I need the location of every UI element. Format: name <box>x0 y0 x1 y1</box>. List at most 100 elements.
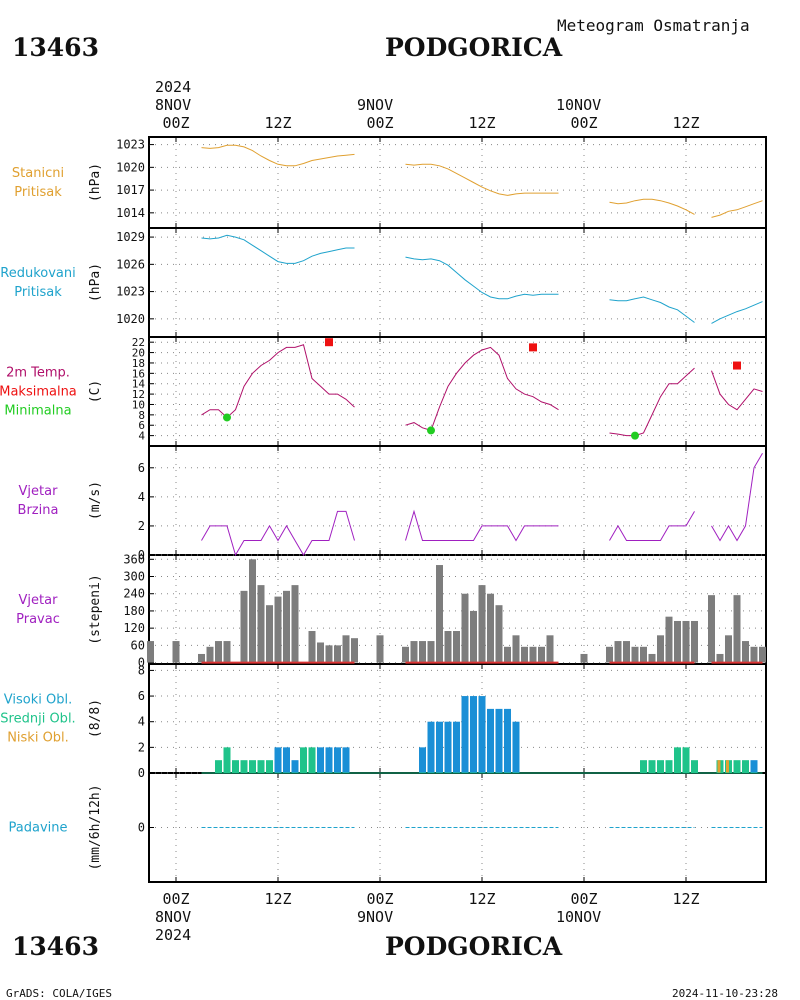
y-axis-label: (hPa) <box>88 163 103 202</box>
y-tick-label: 20 <box>132 347 145 360</box>
y-tick-label: 1023 <box>116 285 145 299</box>
panel-label: Stanicni <box>12 166 64 181</box>
panel-label: Visoki Obl. <box>4 693 72 708</box>
panel-frames <box>148 136 767 883</box>
series-line-wind_speed <box>609 511 695 541</box>
cloud-mid-bar <box>682 747 690 773</box>
wind-direction-bar <box>487 593 494 663</box>
tmax-marker <box>529 343 537 352</box>
cloud-high-bar <box>419 747 426 773</box>
y-tick-label: 1029 <box>116 230 145 244</box>
cloud-mid-bar <box>223 747 231 773</box>
wind-direction-bar <box>495 605 503 663</box>
cloud-mid-bar <box>232 760 239 773</box>
wind-direction-bar <box>198 653 205 663</box>
wind-direction-bar <box>742 641 749 663</box>
y-tick-label: 0 <box>138 821 145 835</box>
cloud-mid-bar <box>733 760 741 773</box>
panel-label: Pritisak <box>14 185 62 200</box>
wind-direction-bar <box>580 653 588 663</box>
date-top-3: 10NOV <box>556 96 601 114</box>
cloud-low-bar <box>726 760 729 773</box>
wind-direction-bar <box>223 641 231 663</box>
wind-direction-bar <box>317 642 324 663</box>
cloud-mid-bar <box>657 760 664 773</box>
panel-label: Minimalna <box>4 404 71 419</box>
series-line-reduced_pressure <box>711 301 763 324</box>
y-tick-label: 2 <box>138 740 145 754</box>
panel-frame-reduced_pressure <box>148 227 767 338</box>
wind-direction-bar <box>147 641 154 663</box>
x-tick-label-top: 12Z <box>468 114 495 132</box>
wind-direction-bar <box>674 620 681 663</box>
panel-frame-temperature <box>148 336 767 447</box>
panel-label: 2m Temp. <box>6 366 70 381</box>
wind-direction-bar <box>427 641 435 663</box>
tmax-marker <box>733 361 741 370</box>
wind-direction-bar <box>453 631 460 663</box>
year-bottom: 2024 <box>155 926 191 944</box>
wind-direction-bar <box>240 590 248 663</box>
panel-label: Pritisak <box>14 285 62 300</box>
wind-direction-bar <box>436 565 443 663</box>
x-tick-label-bottom: 00Z <box>570 890 597 908</box>
cloud-mid-bar <box>300 747 307 773</box>
wind-direction-bar <box>410 641 418 663</box>
panel-label: Maksimalna <box>0 385 77 400</box>
series-line-temperature <box>405 346 559 432</box>
y-tick-label: 0 <box>138 548 145 562</box>
wind-direction-bar <box>206 646 214 663</box>
cloud-high-bar <box>495 708 503 773</box>
wind-direction-bar <box>402 646 409 663</box>
y-axis-label: (stepeni) <box>88 574 103 644</box>
credit-text: GrADS: COLA/IGES <box>6 987 112 1000</box>
cloud-mid-bar <box>240 760 248 773</box>
y-tick-label: 300 <box>123 570 145 584</box>
y-tick-label: 0 <box>138 766 145 780</box>
wind-direction-bar <box>325 645 333 663</box>
wind-direction-bar <box>351 638 358 663</box>
wind-direction-bar <box>249 559 256 663</box>
series-line-station_pressure <box>711 200 763 218</box>
y-tick-label: 1014 <box>116 206 145 220</box>
series-line-station_pressure <box>405 163 559 196</box>
cloud-mid-bar <box>742 760 749 773</box>
data-series <box>147 144 766 828</box>
cloud-high-bar <box>461 696 469 773</box>
wind-direction-bar <box>657 635 664 663</box>
wind-direction-bar <box>640 646 647 663</box>
y-tick-label: 1026 <box>116 257 145 271</box>
y-axis-label: (hPa) <box>88 263 103 302</box>
x-tick-label-bottom: 12Z <box>468 890 495 908</box>
wind-direction-bar <box>257 585 265 663</box>
wind-direction-bar <box>461 593 469 663</box>
wind-direction-bar <box>470 610 477 663</box>
date-bottom-2: 9NOV <box>357 908 393 926</box>
series-line-wind_speed <box>201 510 355 557</box>
wind-direction-bar <box>733 595 741 663</box>
wind-direction-bar <box>419 641 426 663</box>
y-tick-label: 18 <box>132 357 145 370</box>
wind-direction-bar <box>623 641 630 663</box>
y-tick-label: 4 <box>138 715 145 729</box>
cloud-mid-bar <box>665 760 673 773</box>
x-tick-label-bottom: 00Z <box>162 890 189 908</box>
y-tick-label: 4 <box>138 430 145 443</box>
x-tick-label-bottom: 12Z <box>264 890 291 908</box>
date-bottom-1: 8NOV <box>155 908 191 926</box>
panel-frame-wind_speed <box>148 445 767 556</box>
y-tick-label: 2 <box>138 519 145 533</box>
y-axis-label: (C) <box>88 380 103 403</box>
station-id-bottom: 13463 <box>12 932 99 961</box>
panel-label: Pravac <box>16 612 60 627</box>
x-tick-label-bottom: 00Z <box>366 890 393 908</box>
cloud-mid-bar <box>308 747 316 773</box>
cloud-high-bar <box>444 721 452 773</box>
panel-label: Padavine <box>9 821 68 836</box>
x-tick-label-top: 00Z <box>570 114 597 132</box>
panel-label: Vjetar <box>19 484 59 499</box>
cloud-high-bar <box>750 760 758 773</box>
y-tick-label: 60 <box>131 638 145 652</box>
y-tick-label: 1017 <box>116 183 145 197</box>
cloud-mid-bar <box>215 760 222 773</box>
